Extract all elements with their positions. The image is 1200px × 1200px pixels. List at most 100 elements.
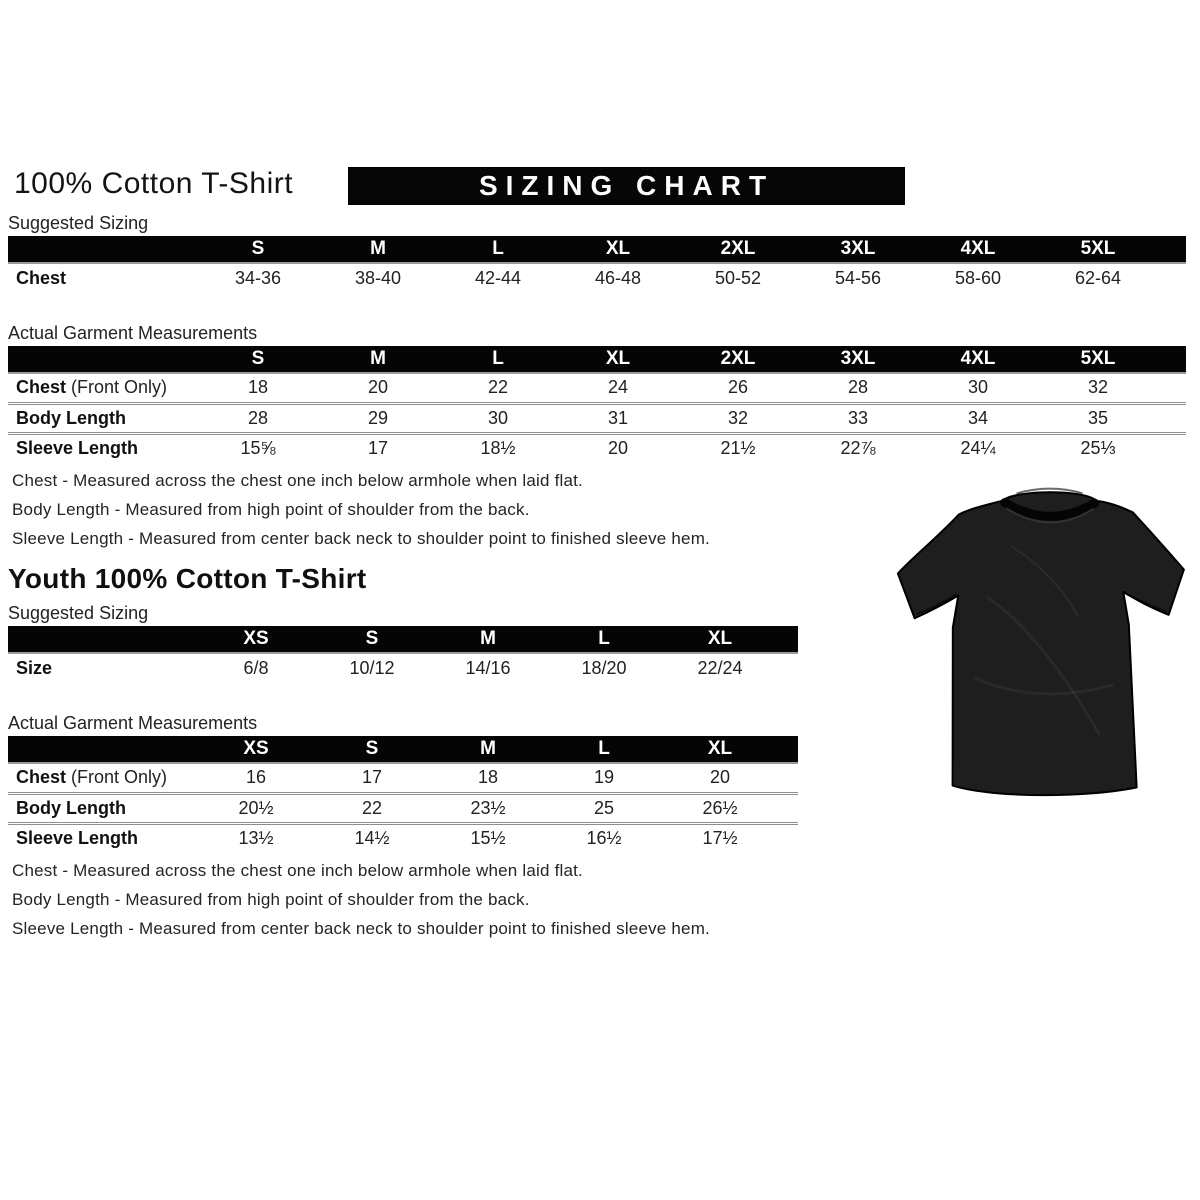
measurement-value: 21½ (720, 438, 756, 459)
measurement-value: 22/24 (697, 658, 743, 678)
table-pad-cell (1158, 403, 1186, 433)
measurement-value: 32 (1087, 377, 1109, 398)
size-column-header: L (492, 347, 504, 369)
row-label: Chest (16, 268, 67, 288)
measurement-value: 34 (967, 407, 989, 428)
measurement-value: 46-48 (594, 268, 642, 288)
measurement-note: Chest - Measured across the chest one in… (12, 471, 583, 490)
measurement-value: 62-64 (1074, 268, 1122, 288)
row-label: Chest (Front Only) (16, 377, 168, 398)
sizing-chart-page: 100% Cotton T-Shirt SIZING CHART Suggest… (8, 167, 1200, 939)
table-pad-cell (1158, 433, 1186, 463)
row-label: Body Length (16, 797, 126, 818)
measurement-value: 29 (367, 407, 389, 428)
measurement-value: 22 (487, 377, 509, 398)
measurement-row: Chest (Front Only) 16 17 18 19 20 (8, 763, 798, 793)
size-column-header: M (480, 627, 496, 649)
measurement-value: 14½ (354, 828, 390, 849)
table-pad-cell (778, 823, 798, 853)
size-column-header: S (365, 627, 379, 649)
measurement-value: 16½ (586, 828, 622, 849)
measurement-value: 32 (727, 407, 749, 428)
measurement-note: Sleeve Length - Measured from center bac… (12, 529, 710, 548)
table-pad-cell (778, 626, 798, 653)
measurement-value: 42-44 (474, 268, 522, 288)
measurement-value: 26½ (702, 797, 738, 818)
size-column-header: L (492, 237, 504, 259)
measurement-value: 54-56 (834, 268, 882, 288)
table-pad-cell (778, 653, 798, 683)
measurement-row: Sleeve Length 13½ 14½ 15½ 16½ 17½ (8, 823, 798, 853)
measurement-value: 25 (593, 797, 615, 818)
tshirt-product-image (893, 476, 1193, 811)
sizing-chart-banner: SIZING CHART (348, 167, 905, 205)
size-column-header: XL (605, 237, 631, 259)
measurement-value: 17½ (702, 828, 738, 849)
youth-suggested-sizing-label: Suggested Sizing (8, 603, 149, 623)
size-column-header: M (370, 237, 386, 259)
measurement-value: 10/12 (349, 658, 395, 678)
size-column-header: XL (605, 347, 631, 369)
measurement-row: Body Length 28 29 30 31 32 33 34 35 (8, 403, 1186, 433)
size-column-header: 4XL (960, 237, 996, 259)
measurement-note: Sleeve Length - Measured from center bac… (12, 919, 710, 938)
measurement-value: 38-40 (354, 268, 402, 288)
table-corner-cell (8, 736, 198, 763)
adult-suggested-sizing-table: S M L XL 2XL 3XL 4XL 5XL Chest 34-36 38-40 42-44 46… (8, 236, 1186, 293)
measurement-value: 24¼ (960, 438, 996, 459)
size-column-header: S (365, 737, 379, 759)
size-header-row: S M L XL 2XL 3XL 4XL 5XL (8, 236, 1186, 263)
measurement-value: 20 (709, 767, 731, 788)
measurement-value: 30 (967, 377, 989, 398)
table-corner-cell (8, 236, 198, 263)
row-label: Size (16, 658, 53, 678)
measurement-row: Sleeve Length 15⅝ 17 18½ 20 21½ 22⅞ 24¼ 25⅓ (8, 433, 1186, 463)
measurement-value: 15⅝ (240, 438, 276, 459)
measurement-value: 26 (727, 377, 749, 398)
row-label: Chest (Front Only) (16, 767, 168, 788)
adult-actual-measurements-table: S M L XL 2XL 3XL 4XL 5XL Chest (Front Only) 18 20… (8, 346, 1186, 463)
measurement-value: 18 (247, 377, 269, 398)
row-label: Body Length (16, 407, 126, 428)
measurement-value: 31 (607, 407, 629, 428)
size-header-row: S M L XL 2XL 3XL 4XL 5XL (8, 346, 1186, 373)
youth-actual-measurements-table: XS S M L XL Chest (Front Only) 16 17 18 19 20 Body… (8, 736, 798, 853)
measurement-note: Body Length - Measured from high point o… (12, 890, 530, 909)
size-column-header: 5XL (1080, 237, 1116, 259)
measurement-value: 17 (367, 438, 389, 459)
size-column-header: 3XL (840, 347, 876, 369)
measurement-value: 33 (847, 407, 869, 428)
youth-section-title: Youth 100% Cotton T-Shirt (8, 563, 367, 594)
size-column-header: XS (243, 737, 269, 759)
measurement-value: 18½ (480, 438, 516, 459)
measurement-value: 30 (487, 407, 509, 428)
measurement-value: 28 (847, 377, 869, 398)
measurement-row: Chest (Front Only) 18 20 22 24 26 28 30 32 (8, 373, 1186, 403)
size-column-header: L (598, 627, 610, 649)
adult-measurement-notes: Chest - Measured across the chest one in… (12, 471, 1200, 549)
measurement-value: 28 (247, 407, 269, 428)
adult-actual-measurements-label: Actual Garment Measurements (8, 323, 258, 343)
measurement-value: 50-52 (714, 268, 762, 288)
measurement-value: 20 (367, 377, 389, 398)
measurement-row: Size 6/8 10/12 14/16 18/20 22/24 (8, 653, 798, 683)
measurement-value: 58-60 (954, 268, 1002, 288)
measurement-value: 23½ (470, 797, 506, 818)
size-column-header: L (598, 737, 610, 759)
youth-actual-measurements-label: Actual Garment Measurements (8, 713, 258, 733)
measurement-value: 20 (607, 438, 629, 459)
measurement-value: 16 (245, 767, 267, 788)
measurement-note: Chest - Measured across the chest one in… (12, 861, 583, 880)
table-pad-cell (1158, 236, 1186, 263)
youth-measurement-notes: Chest - Measured across the chest one in… (12, 861, 1200, 939)
measurement-value: 13½ (238, 828, 274, 849)
size-column-header: XS (243, 627, 269, 649)
measurement-value: 18 (477, 767, 499, 788)
size-column-header: 2XL (720, 347, 756, 369)
measurement-value: 35 (1087, 407, 1109, 428)
measurement-value: 22⅞ (840, 438, 876, 459)
table-pad-cell (778, 736, 798, 763)
measurement-value: 24 (607, 377, 629, 398)
size-column-header: 4XL (960, 347, 996, 369)
size-header-row: XS S M L XL (8, 736, 798, 763)
